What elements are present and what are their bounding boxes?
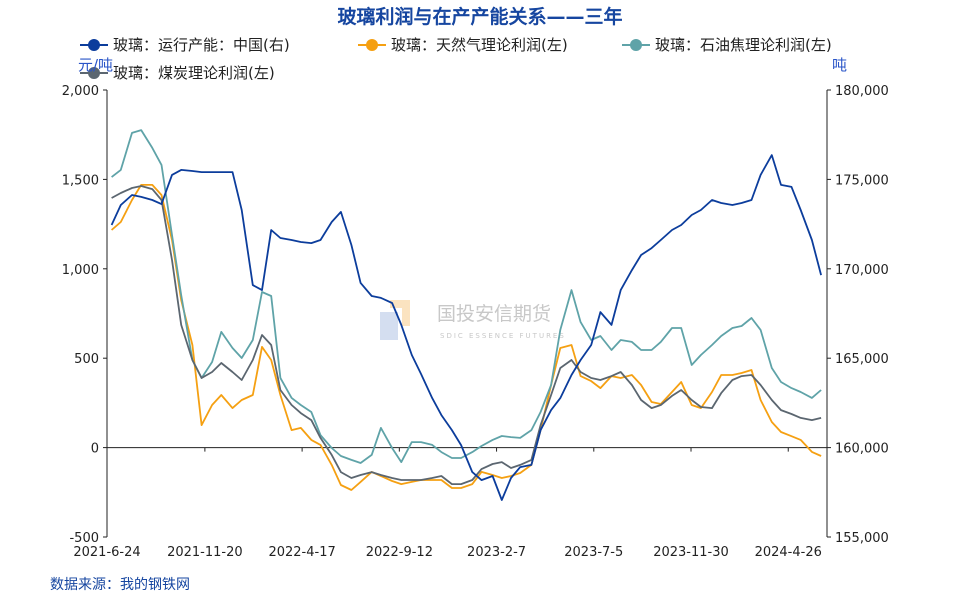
watermark-cn: 国投安信期货	[437, 303, 551, 325]
series-line-2	[111, 129, 822, 464]
left-tick-label: 0	[91, 442, 99, 457]
x-tick-label: 2022-9-12	[366, 545, 433, 560]
legend-label: 玻璃：煤炭理论利润(左)	[113, 64, 275, 82]
legend-item-1[interactable]: 玻璃：天然气理论利润(左)	[358, 36, 568, 54]
source-note: 数据来源：我的钢铁网	[50, 577, 190, 593]
x-tick-label: 2021-6-24	[73, 545, 140, 560]
right-axis-unit: 吨	[832, 56, 847, 74]
legend-item-0[interactable]: 玻璃：运行产能：中国(右)	[80, 36, 290, 54]
legend-label: 玻璃：石油焦理论利润(左)	[655, 36, 832, 54]
watermark-en: SDIC ESSENCE FUTURES	[440, 332, 566, 340]
x-tick-label: 2023-11-30	[653, 545, 729, 560]
right-tick-label: 160,000	[835, 442, 889, 457]
series-line-1	[111, 183, 822, 491]
legend-marker	[366, 39, 378, 51]
left-tick-label: 2,000	[62, 84, 99, 99]
right-tick-label: 165,000	[835, 352, 889, 367]
series-lines	[110, 129, 822, 501]
legend-label: 玻璃：运行产能：中国(右)	[113, 36, 290, 54]
series-line-0	[110, 154, 822, 501]
watermark-logo-orange	[390, 300, 410, 326]
right-tick-label: 155,000	[835, 531, 889, 546]
x-tick-label: 2022-4-17	[268, 545, 335, 560]
axes: 2,000 1,500 1,000 500 0 -500 180,000 175,000 170…	[62, 84, 889, 560]
legend-marker	[88, 67, 100, 79]
left-axis-unit: 元/吨	[78, 56, 113, 74]
x-tick-label: 2021-11-20	[167, 545, 243, 560]
left-tick-label: 1,000	[62, 263, 99, 278]
right-tick-label: 175,000	[835, 173, 889, 188]
right-tick-label: 170,000	[835, 263, 889, 278]
x-tick-label: 2023-2-7	[467, 545, 526, 560]
legend-item-3[interactable]: 玻璃：煤炭理论利润(左)	[80, 64, 275, 82]
series-line-3	[111, 185, 822, 486]
legend-marker	[630, 39, 642, 51]
left-tick-label: -500	[69, 531, 99, 546]
x-tick-label: 2023-7-5	[564, 545, 623, 560]
legend: 玻璃：运行产能：中国(右) 玻璃：天然气理论利润(左) 玻璃：石油焦理论利润(左) 玻…	[80, 36, 832, 82]
left-tick-label: 1,500	[62, 173, 99, 188]
watermark-logo-blue	[380, 312, 398, 340]
chart-title: 玻璃利润与在产产能关系——三年	[337, 5, 622, 28]
legend-item-2[interactable]: 玻璃：石油焦理论利润(左)	[622, 36, 832, 54]
legend-marker	[88, 39, 100, 51]
x-tick-label: 2024-4-26	[755, 545, 822, 560]
right-tick-label: 180,000	[835, 84, 889, 99]
legend-label: 玻璃：天然气理论利润(左)	[391, 36, 568, 54]
watermark: 国投安信期货 SDIC ESSENCE FUTURES	[380, 300, 566, 340]
left-tick-label: 500	[74, 352, 99, 367]
